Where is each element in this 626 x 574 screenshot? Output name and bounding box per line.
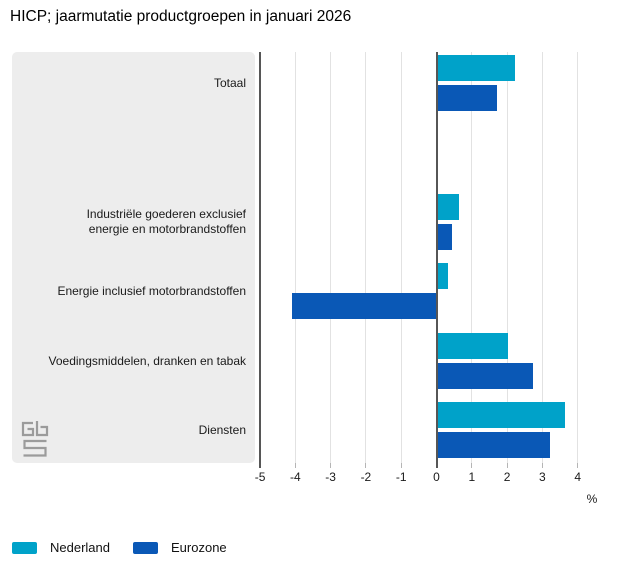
chart-legend: Nederland Eurozone: [0, 536, 626, 566]
category-label-2: Energie inclusief motorbrandstoffen: [57, 283, 246, 298]
tick-label-0: 0: [433, 470, 440, 484]
bar-eurozone-0: [437, 85, 498, 111]
gridline--3: [330, 52, 332, 463]
axis-tick--2: [365, 463, 367, 468]
legend-label-nederland: Nederland: [50, 540, 110, 555]
gridline--4: [294, 52, 296, 463]
bar-nederland-2: [437, 263, 449, 289]
category-label-4: Diensten: [198, 422, 246, 437]
tick-label--1: -1: [395, 470, 407, 484]
bar-nederland-3: [437, 333, 509, 359]
tick-label-1: 1: [468, 470, 476, 484]
bar-nederland-4: [437, 402, 565, 428]
axis-tick-3: [541, 463, 543, 468]
axis-tick-4: [577, 463, 579, 468]
axis-tick-2: [506, 463, 508, 468]
axis-unit-label: %: [586, 492, 598, 506]
tick-label-4: 4: [574, 470, 581, 484]
category-label-0: Totaal: [213, 75, 246, 90]
gridline-1: [471, 52, 473, 463]
category-label-3: Voedingsmiddelen, dranken en tabak: [48, 353, 246, 368]
bar-nederland-0: [437, 55, 516, 81]
gridline-3: [541, 52, 543, 463]
tick-label--5: -5: [254, 470, 266, 484]
gridline--1: [400, 52, 402, 463]
legend-swatch-eurozone: [133, 542, 158, 554]
bar-eurozone-3: [437, 363, 533, 389]
cbs-logo-icon: [21, 421, 49, 457]
axis-tick--3: [330, 463, 332, 468]
tick-label--2: -2: [360, 470, 372, 484]
gridline--2: [365, 52, 367, 463]
tick-label-2: 2: [503, 470, 511, 484]
page-title: HICP; jaarmutatie productgroepen in janu…: [10, 8, 352, 25]
legend-swatch-nederland: [12, 542, 37, 554]
tick-label--3: -3: [325, 470, 336, 484]
gridline-0: [435, 52, 438, 463]
tick-label--4: -4: [289, 470, 301, 484]
tick-label-3: 3: [539, 470, 546, 484]
gridline-2: [506, 52, 508, 463]
axis-tick-0: [435, 463, 438, 468]
bar-eurozone-1: [437, 224, 452, 250]
gridline-4: [577, 52, 579, 463]
category-label-1: Industriële goederen exclusief energie e…: [86, 207, 246, 236]
bar-nederland-1: [437, 194, 459, 220]
bar-eurozone-4: [437, 432, 551, 458]
gridline--5: [259, 52, 262, 463]
axis-tick--5: [259, 463, 262, 468]
axis-tick-1: [471, 463, 473, 468]
axis-tick--1: [400, 463, 402, 468]
legend-label-eurozone: Eurozone: [171, 540, 227, 555]
category-label-panel: [12, 52, 255, 463]
axis-tick--4: [294, 463, 296, 468]
bar-eurozone-2: [291, 293, 437, 319]
